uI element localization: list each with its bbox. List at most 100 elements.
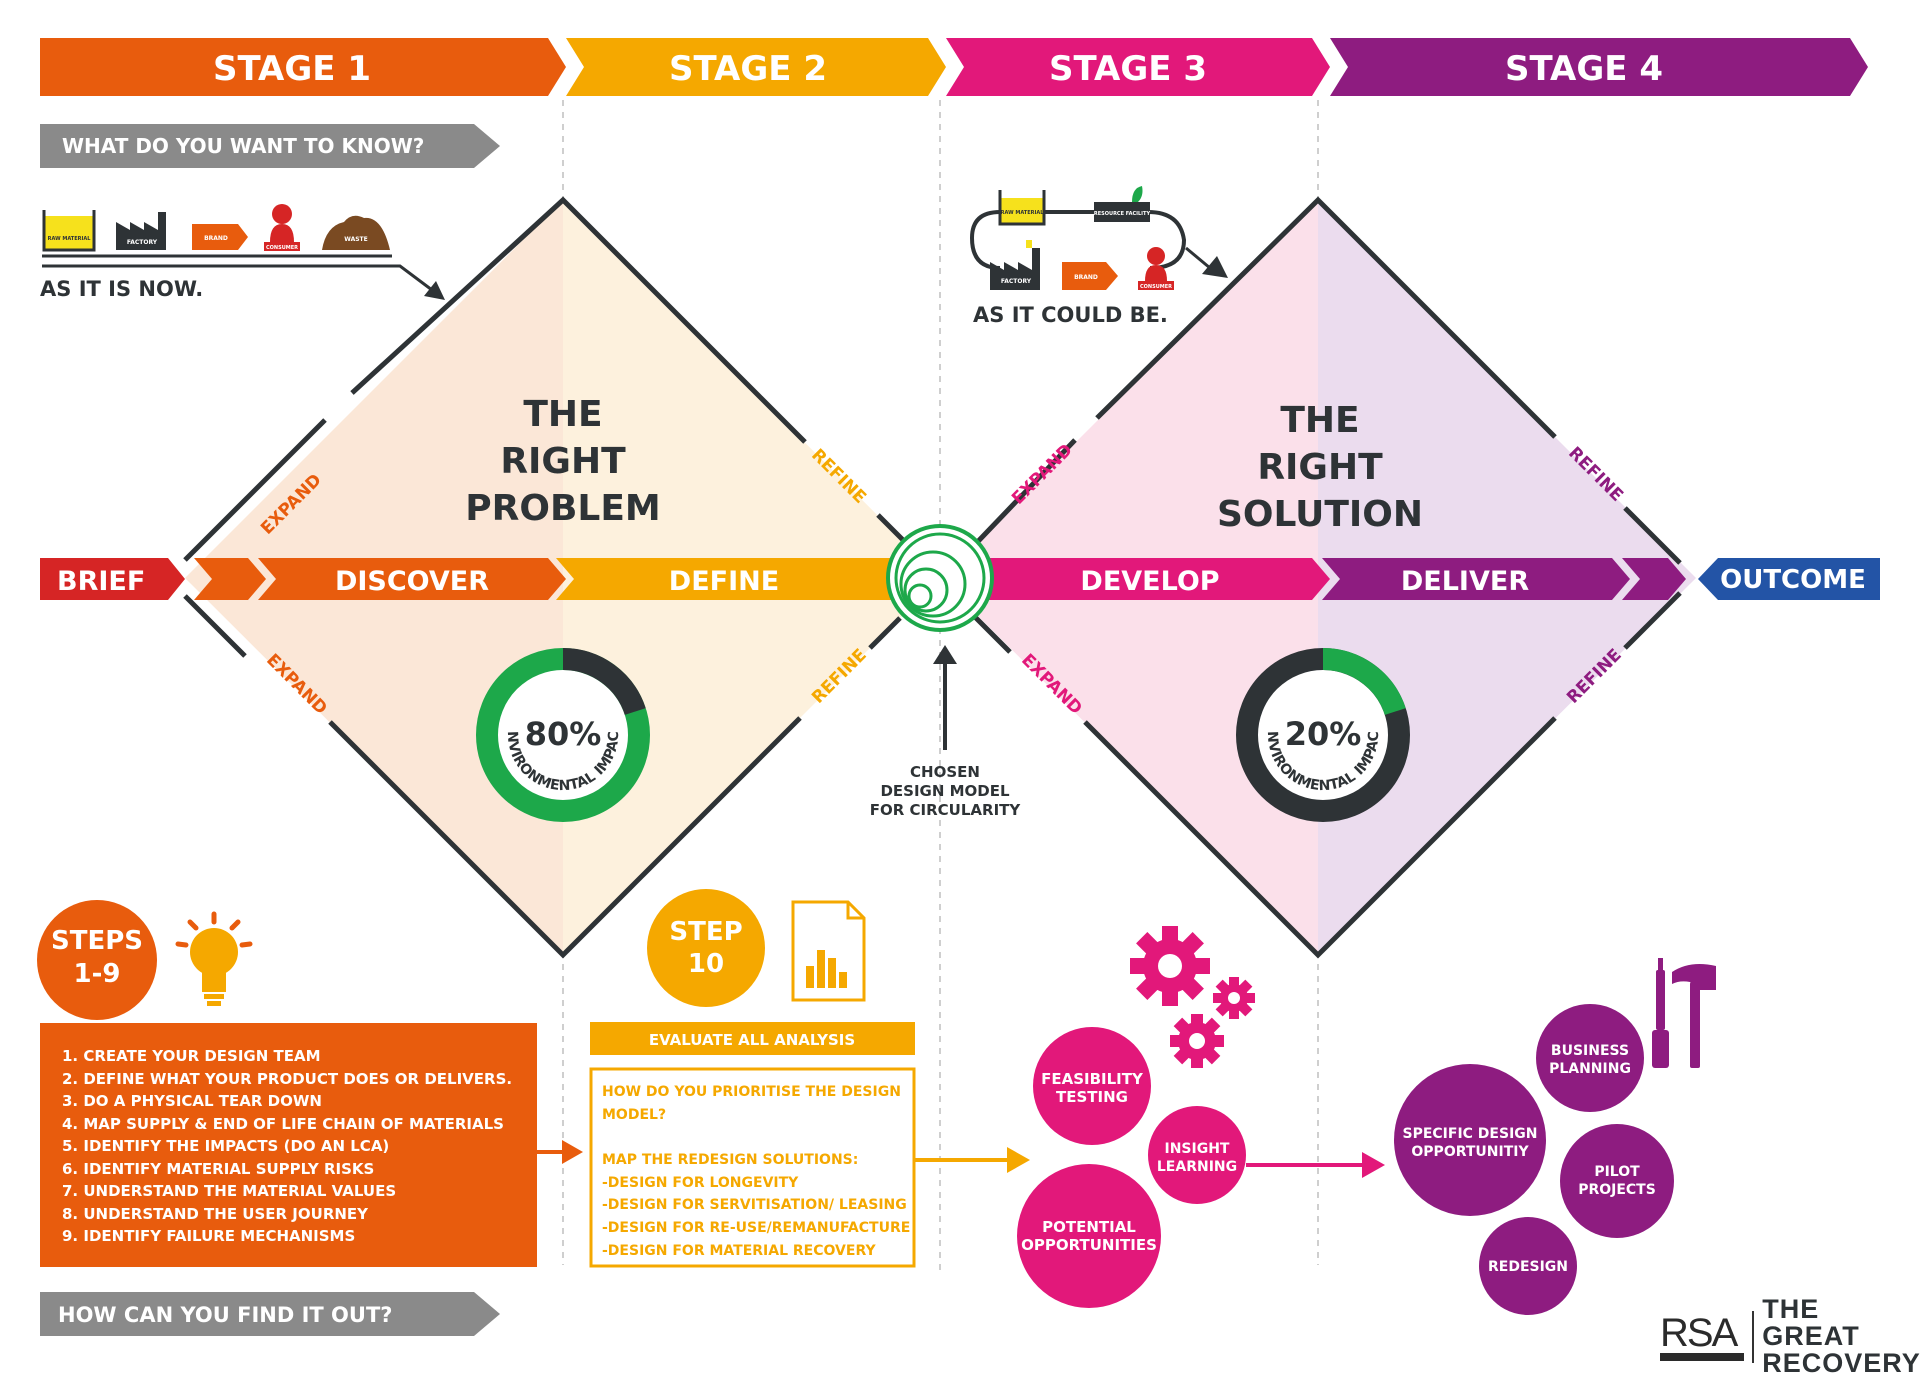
discover-label: DISCOVER: [335, 566, 489, 597]
steps-1-9-badge: [37, 900, 157, 1020]
specific-design-opportunity-bubble: [1394, 1064, 1546, 1216]
feasibility-testing-line-1: FEASIBILITY: [1041, 1070, 1144, 1088]
circular-factory-label: FACTORY: [1001, 278, 1032, 285]
deliver-label: DELIVER: [1401, 566, 1529, 597]
circular-brand-label: BRAND: [1074, 274, 1098, 281]
problem-diamond-outline-upper-left-2: [350, 196, 807, 444]
stage3-to-stage4-arrow-head: [1362, 1152, 1385, 1178]
solution-diamond-outline-upper-left-2: [1095, 196, 1557, 439]
solution-title-line-3: SOLUTION: [1217, 494, 1423, 535]
step-10-line-4: MAP THE REDESIGN SOLUTIONS:: [602, 1152, 858, 1168]
step-item-5: 5. IDENTIFY THE IMPACTS (DO AN LCA): [62, 1137, 389, 1155]
consumer-icon: CONSUMER: [264, 204, 300, 251]
step-item-1: 1. CREATE YOUR DESIGN TEAM: [62, 1047, 321, 1065]
steps-1-9-box: [40, 1023, 537, 1267]
redesign-bubble: [1479, 1217, 1577, 1315]
stage3-bubbles: FEASIBILITY TESTING INSIGHT LEARNING POT…: [1017, 1027, 1246, 1308]
brief-arrow: [40, 558, 185, 600]
step-10-line-2: MODEL?: [602, 1107, 666, 1123]
specific-design-opportunity-line-2: OPPORTUNITIY: [1411, 1144, 1529, 1160]
define-arrow: [556, 558, 900, 600]
problem-title: THE RIGHT PROBLEM: [465, 394, 661, 529]
solution-diamond-outline-upper-left: [963, 438, 1077, 557]
gear-small-icon: [1213, 977, 1255, 1019]
step-10-box: [589, 1067, 916, 1268]
steps-1-9-badge-line-1: STEPS: [51, 926, 143, 956]
chosen-model-line-3: FOR CIRCULARITY: [870, 801, 1022, 819]
potential-opportunities-line-2: OPPORTUNITIES: [1021, 1236, 1157, 1254]
problem-diamond-outline-lower-left-2: [328, 716, 802, 959]
stage-4-arrow: [1330, 38, 1868, 96]
stage-header: STAGE 1 STAGE 2 STAGE 3 STAGE 4: [40, 38, 1868, 96]
linear-chain-caption: AS IT IS NOW.: [40, 277, 203, 301]
great-recovery-logo-text: THE GREAT RECOVERY: [1762, 1296, 1920, 1377]
question-top-text: WHAT DO YOU WANT TO KNOW?: [62, 134, 424, 158]
step-item-4: 4. MAP SUPPLY & END OF LIFE CHAIN OF MAT…: [62, 1115, 504, 1133]
problem-diamond-outline-lower-left: [183, 594, 247, 658]
question-top-banner: [40, 124, 500, 168]
brand-icon-label: BRAND: [204, 235, 228, 242]
redesign-line-1: REDESIGN: [1488, 1259, 1568, 1275]
business-planning-line-1: BUSINESS: [1551, 1043, 1629, 1059]
waste-icon: WASTE: [322, 215, 390, 250]
gear-large-icon: [1130, 926, 1210, 1006]
stage-4-label: STAGE 4: [1505, 49, 1663, 89]
problem-diamond-outline-upper-left: [183, 418, 327, 562]
factory-icon: FACTORY: [116, 212, 166, 250]
logo-separator: [1752, 1310, 1755, 1363]
feasibility-testing-line-2: TESTING: [1056, 1088, 1128, 1106]
question-bottom-banner: [40, 1292, 500, 1336]
brand-icon: BRAND: [192, 224, 248, 250]
circular-brand-icon: BRAND: [1062, 262, 1118, 290]
step-10-header-text: EVALUATE ALL ANALYSIS: [649, 1031, 855, 1049]
problem-diamond-outline-lower-right: [868, 616, 902, 650]
document-chart-icon: [791, 900, 866, 1002]
step-item-3: 3. DO A PHYSICAL TEAR DOWN: [62, 1092, 322, 1110]
business-planning-line-2: PLANNING: [1549, 1061, 1631, 1077]
waste-icon-label: WASTE: [344, 236, 368, 243]
resource-facility-icon: RESOURCE FACILITY: [1094, 186, 1151, 222]
circular-raw-material-icon: RAW MATERIAL: [998, 190, 1046, 226]
step-10-line-5: -DESIGN FOR LONGEVITY: [602, 1175, 799, 1191]
problem-impact-segment: [562, 648, 646, 716]
circular-consumer-icon: CONSUMER: [1138, 247, 1174, 290]
solution-title-line-2: RIGHT: [1257, 447, 1383, 488]
stage-1-arrow: [40, 38, 566, 96]
rsa-logo-text: RSA: [1660, 1313, 1745, 1361]
circular-factory-icon: FACTORY: [990, 240, 1040, 290]
brief-label: BRIEF: [57, 566, 145, 597]
rsa-great-recovery-logo: RSA THE GREAT RECOVERY: [1660, 1296, 1920, 1377]
discover-lead-chevron: [194, 558, 266, 600]
step-10-header-bar: [590, 1022, 915, 1055]
outcome-arrow: [1698, 558, 1880, 600]
insight-learning-bubble: [1148, 1106, 1246, 1204]
circular-raw-material-label: RAW MATERIAL: [1001, 210, 1045, 216]
feasibility-testing-bubble: [1033, 1027, 1151, 1145]
step-10-badge-line-2: 10: [688, 949, 724, 979]
circular-chain: RAW MATERIAL RESOURCE FACILITY FACTORY B…: [969, 186, 1228, 327]
gears-icon: [1130, 926, 1255, 1068]
outcome-label: OUTCOME: [1720, 565, 1866, 595]
develop-arrow: [985, 558, 1330, 600]
tools-icon: [1652, 958, 1716, 1068]
pilot-projects-line-1: PILOT: [1594, 1164, 1640, 1180]
business-planning-bubble: [1536, 1004, 1644, 1112]
step-item-2: 2. DEFINE WHAT YOUR PRODUCT DOES OR DELI…: [62, 1070, 512, 1088]
stage-2-label: STAGE 2: [669, 49, 827, 89]
solution-diamond-outline-lower-left-2: [1083, 716, 1557, 959]
solution-diamond-outline-lower-right: [1623, 591, 1682, 650]
step-10-badge-line-1: STEP: [669, 917, 742, 947]
deliver-tail-chevron: [1622, 558, 1686, 600]
resource-facility-label: RESOURCE FACILITY: [1094, 211, 1151, 217]
pilot-projects-line-2: PROJECTS: [1578, 1182, 1656, 1198]
insight-learning-line-1: INSIGHT: [1165, 1141, 1230, 1157]
pilot-projects-bubble: [1560, 1124, 1674, 1238]
question-bottom-text: HOW CAN YOU FIND IT OUT?: [58, 1303, 392, 1327]
stage4-bubbles: BUSINESS PLANNING SPECIFIC DESIGN OPPORT…: [1394, 1004, 1674, 1315]
define-label: DEFINE: [669, 566, 779, 597]
step-10-line-1: HOW DO YOU PRIORITISE THE DESIGN: [602, 1084, 901, 1100]
solution-title-line-1: THE: [1280, 400, 1359, 441]
raw-material-icon-label: RAW MATERIAL: [48, 236, 92, 242]
lightbulb-icon: [175, 911, 253, 1006]
step10-to-stage3-arrow-head: [1007, 1147, 1030, 1173]
